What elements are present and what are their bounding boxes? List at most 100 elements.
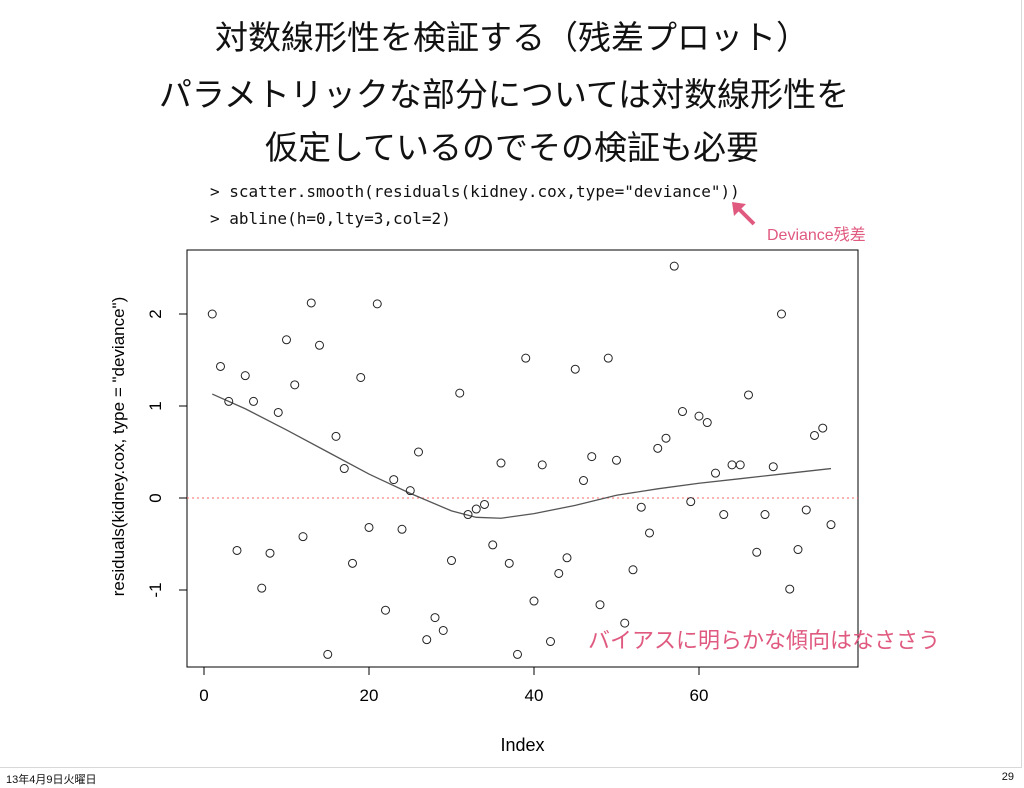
x-axis-label: Index — [500, 735, 544, 755]
data-point — [471, 504, 481, 514]
data-point — [694, 411, 704, 421]
data-point — [356, 372, 366, 382]
data-point — [760, 510, 770, 520]
data-point — [389, 475, 399, 485]
data-point — [504, 558, 514, 568]
footer-date: 13年4月9日火曜日 — [6, 774, 97, 786]
data-point — [826, 520, 836, 530]
slide-subtitle-line-2: 仮定しているのでその検証も必要 — [264, 128, 759, 167]
data-point — [513, 649, 522, 659]
data-point — [645, 528, 654, 538]
data-point — [463, 510, 473, 520]
data-point — [744, 390, 753, 400]
plot-box — [186, 249, 859, 668]
data-point — [752, 547, 762, 557]
data-point — [298, 532, 308, 542]
data-point — [273, 407, 283, 417]
data-point — [702, 418, 712, 428]
bias-annotation: バイアスに明らかな傾向はなささう — [588, 629, 941, 654]
deviance-annotation: Deviance残差 — [767, 227, 866, 244]
data-point — [529, 596, 539, 606]
slide-title: 対数線形性を検証する（残差プロット） — [215, 18, 809, 57]
data-point — [579, 476, 588, 486]
data-point — [224, 396, 234, 406]
data-point — [785, 584, 795, 594]
data-point — [430, 613, 440, 623]
data-point — [381, 605, 390, 615]
data-point — [405, 486, 415, 496]
slide-subtitle-line-1: パラメトリックな部分については対数線形性を — [158, 75, 850, 114]
data-point — [727, 460, 737, 470]
data-point — [546, 637, 555, 647]
data-point — [265, 548, 275, 558]
data-point — [562, 553, 572, 563]
data-point — [620, 618, 630, 628]
data-point — [678, 407, 687, 417]
data-point — [306, 298, 316, 308]
data-point — [438, 625, 448, 635]
data-point — [521, 353, 531, 363]
data-point — [232, 545, 242, 555]
data-point — [397, 524, 407, 534]
page-number: 29 — [1001, 771, 1014, 783]
data-point — [323, 649, 333, 659]
x-tick-label: 60 — [690, 686, 709, 705]
data-point — [372, 299, 382, 309]
data-point — [801, 505, 811, 515]
data-point — [455, 388, 465, 398]
data-point — [570, 364, 580, 374]
data-point — [587, 452, 597, 462]
data-point — [628, 565, 638, 575]
data-point — [216, 361, 225, 371]
y-tick-label: 2 — [146, 309, 165, 318]
data-point — [818, 423, 828, 433]
y-tick-label: 1 — [146, 401, 165, 410]
data-point — [777, 309, 786, 319]
data-point — [603, 353, 613, 363]
x-tick-label: 20 — [360, 686, 379, 705]
data-point — [488, 540, 498, 550]
arrow-icon — [732, 202, 756, 226]
data-point — [364, 522, 374, 532]
data-point — [595, 600, 605, 610]
data-point — [711, 468, 720, 478]
data-point — [612, 455, 621, 465]
y-tick-label: -1 — [146, 582, 165, 597]
data-point — [331, 431, 341, 441]
data-point — [669, 261, 679, 271]
code-line-scatter-smooth: > scatter.smooth(residuals(kidney.cox,ty… — [210, 182, 740, 201]
data-point — [554, 568, 564, 578]
data-point — [719, 510, 729, 520]
data-point — [653, 443, 663, 453]
code-line-abline: > abline(h=0,lty=3,col=2) — [210, 209, 451, 228]
x-tick-label: 0 — [199, 686, 208, 705]
data-point — [480, 499, 489, 509]
data-point — [537, 460, 547, 470]
data-point — [315, 340, 324, 350]
data-point — [636, 502, 646, 512]
data-point — [422, 635, 432, 645]
x-tick-label: 40 — [525, 686, 544, 705]
data-point — [348, 558, 357, 568]
smooth-curve — [211, 393, 832, 519]
data-point — [290, 380, 300, 390]
data-point — [768, 462, 778, 472]
data-point — [735, 460, 745, 470]
data-point — [661, 433, 671, 443]
data-point — [686, 497, 696, 507]
data-point — [793, 545, 803, 555]
data-point — [496, 458, 506, 468]
slide-frame — [0, 0, 1022, 768]
data-point — [447, 556, 456, 566]
data-point — [339, 464, 349, 474]
data-point — [414, 447, 423, 457]
data-point — [810, 430, 819, 440]
data-point — [249, 396, 258, 406]
data-point — [257, 583, 267, 593]
data-point — [282, 335, 291, 345]
data-point — [240, 371, 250, 381]
data-point — [207, 309, 217, 319]
y-axis-label: residuals(kidney.cox, type = "deviance") — [109, 297, 128, 596]
y-tick-label: 0 — [146, 493, 165, 502]
